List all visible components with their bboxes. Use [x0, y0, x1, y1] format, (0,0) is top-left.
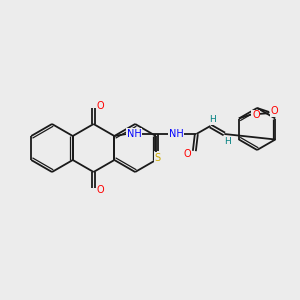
Text: O: O: [270, 106, 278, 116]
Text: NH: NH: [127, 129, 142, 139]
Text: O: O: [252, 110, 260, 121]
Text: O: O: [97, 101, 104, 111]
Text: NH: NH: [169, 129, 184, 139]
Text: S: S: [154, 153, 161, 163]
Text: H: H: [224, 136, 231, 146]
Text: O: O: [97, 185, 104, 195]
Text: H: H: [209, 116, 216, 124]
Text: O: O: [184, 149, 191, 159]
